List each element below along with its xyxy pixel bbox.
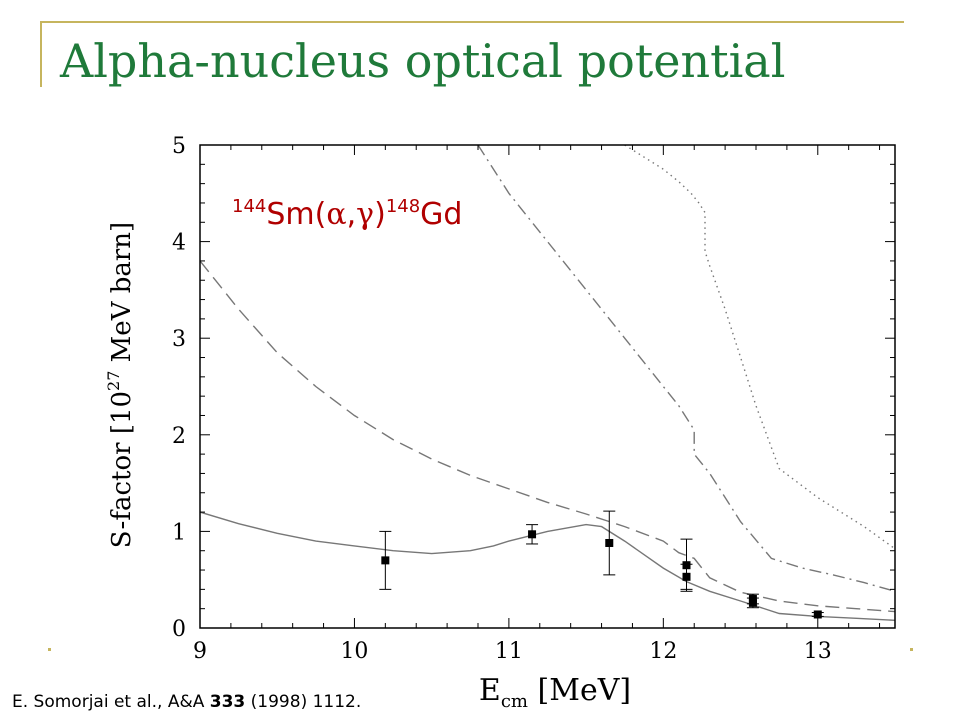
s-factor-chart: 9 10 11 12 13012345 Ecm [MeV] S-factor [1027…	[0, 0, 960, 720]
data-point	[381, 556, 389, 564]
reaction-mass-148: 148	[386, 196, 420, 217]
x-tick-label: 10	[340, 639, 368, 664]
y-axis-label: S-factor [1027 MeV barn]	[104, 222, 137, 548]
y-tick-label: 3	[172, 327, 186, 352]
x-tick-label: 13	[804, 639, 832, 664]
x-tick-label: 12	[649, 639, 677, 664]
reaction-target: Sm(	[266, 197, 326, 232]
citation-volume: 333	[210, 692, 246, 712]
data-point	[528, 530, 536, 538]
data-point	[814, 610, 822, 618]
reaction-product: Gd	[420, 197, 462, 232]
gamma-symbol: γ	[356, 197, 374, 232]
y-tick-label: 5	[172, 134, 186, 159]
y-tick-label: 2	[172, 424, 186, 449]
reaction-label: 144Sm(α,γ)148Gd	[232, 196, 462, 232]
dashed-curve	[200, 261, 895, 612]
dashdot-curve	[478, 145, 895, 591]
alpha-symbol: α	[326, 197, 346, 232]
x-tick-label: 9	[193, 639, 207, 664]
data-point	[605, 539, 613, 547]
y-tick-label: 0	[172, 617, 186, 642]
reaction-mass-144: 144	[232, 196, 266, 217]
citation: E. Somorjai et al., A&A 333 (1998) 1112.	[12, 692, 361, 712]
y-tick-label: 1	[172, 520, 186, 545]
dotted-curve	[625, 145, 895, 549]
y-tick-label: 4	[172, 231, 186, 256]
data-point	[749, 599, 757, 607]
x-tick-label: 11	[495, 639, 523, 664]
solid-curve	[200, 512, 895, 620]
data-point	[683, 573, 691, 581]
x-axis-label: Ecm [MeV]	[479, 673, 631, 712]
